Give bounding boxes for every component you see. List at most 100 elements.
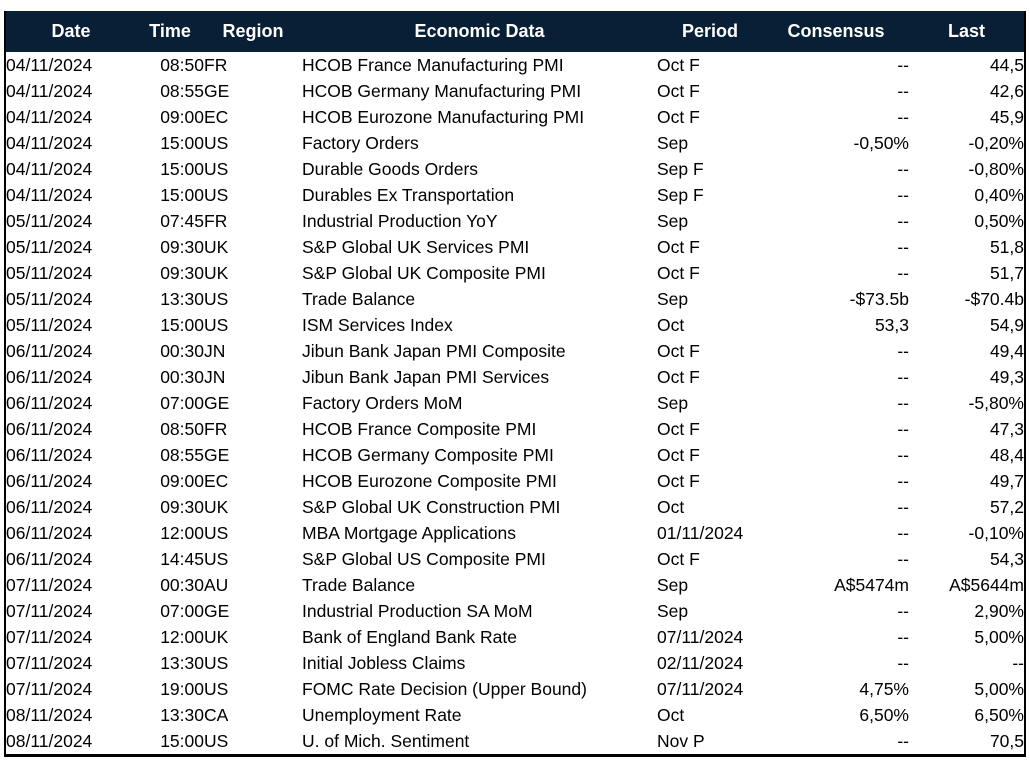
cell-event: S&P Global US Composite PMI bbox=[302, 546, 657, 572]
cell-region: US bbox=[204, 182, 302, 208]
cell-date: 06/11/2024 bbox=[5, 364, 136, 390]
cell-region: CA bbox=[204, 702, 302, 728]
cell-event: Factory Orders bbox=[302, 130, 657, 156]
cell-time: 15:00 bbox=[136, 130, 204, 156]
cell-date: 07/11/2024 bbox=[5, 676, 136, 702]
cell-time: 00:30 bbox=[136, 572, 204, 598]
cell-event: FOMC Rate Decision (Upper Bound) bbox=[302, 676, 657, 702]
cell-region: US bbox=[204, 130, 302, 156]
cell-last: 42,6 bbox=[909, 78, 1025, 104]
cell-time: 08:55 bbox=[136, 78, 204, 104]
table-row: 04/11/2024 15:00 US Durables Ex Transportat… bbox=[5, 182, 1025, 208]
table-row: 05/11/2024 09:30 UK S&P Global UK Composite… bbox=[5, 260, 1025, 286]
cell-consensus: -- bbox=[763, 520, 909, 546]
cell-consensus: -- bbox=[763, 208, 909, 234]
cell-last: 70,5 bbox=[909, 728, 1025, 756]
cell-consensus: -- bbox=[763, 78, 909, 104]
cell-last: 2,90% bbox=[909, 598, 1025, 624]
cell-event: HCOB Eurozone Manufacturing PMI bbox=[302, 104, 657, 130]
cell-region: US bbox=[204, 728, 302, 756]
cell-consensus: -- bbox=[763, 104, 909, 130]
cell-date: 05/11/2024 bbox=[5, 234, 136, 260]
cell-time: 09:00 bbox=[136, 468, 204, 494]
cell-date: 04/11/2024 bbox=[5, 182, 136, 208]
cell-time: 00:30 bbox=[136, 364, 204, 390]
cell-consensus: -- bbox=[763, 598, 909, 624]
table-row: 06/11/2024 08:55 GE HCOB Germany Composite … bbox=[5, 442, 1025, 468]
cell-event: Jibun Bank Japan PMI Composite bbox=[302, 338, 657, 364]
cell-last: 6,50% bbox=[909, 702, 1025, 728]
cell-period: Oct F bbox=[657, 468, 763, 494]
cell-period: 07/11/2024 bbox=[657, 676, 763, 702]
table-row: 04/11/2024 08:50 FR HCOB France Manufacturi… bbox=[5, 52, 1025, 78]
cell-period: Sep F bbox=[657, 156, 763, 182]
cell-time: 08:50 bbox=[136, 416, 204, 442]
cell-event: HCOB France Composite PMI bbox=[302, 416, 657, 442]
cell-event: Jibun Bank Japan PMI Services bbox=[302, 364, 657, 390]
cell-date: 05/11/2024 bbox=[5, 260, 136, 286]
cell-date: 07/11/2024 bbox=[5, 624, 136, 650]
cell-time: 19:00 bbox=[136, 676, 204, 702]
cell-date: 07/11/2024 bbox=[5, 572, 136, 598]
cell-period: 07/11/2024 bbox=[657, 624, 763, 650]
cell-region: GE bbox=[204, 598, 302, 624]
cell-consensus: -- bbox=[763, 390, 909, 416]
cell-date: 08/11/2024 bbox=[5, 702, 136, 728]
cell-region: UK bbox=[204, 494, 302, 520]
cell-period: Oct F bbox=[657, 416, 763, 442]
cell-last: 54,9 bbox=[909, 312, 1025, 338]
table-row: 07/11/2024 13:30 US Initial Jobless Claims 0… bbox=[5, 650, 1025, 676]
cell-period: Sep bbox=[657, 598, 763, 624]
table-row: 07/11/2024 00:30 AU Trade Balance Sep A$5474m… bbox=[5, 572, 1025, 598]
cell-period: Oct F bbox=[657, 234, 763, 260]
cell-date: 04/11/2024 bbox=[5, 130, 136, 156]
cell-last: -5,80% bbox=[909, 390, 1025, 416]
cell-last: 5,00% bbox=[909, 624, 1025, 650]
cell-region: US bbox=[204, 676, 302, 702]
cell-last: 0,50% bbox=[909, 208, 1025, 234]
cell-event: Bank of England Bank Rate bbox=[302, 624, 657, 650]
cell-date: 06/11/2024 bbox=[5, 416, 136, 442]
cell-consensus: -- bbox=[763, 494, 909, 520]
cell-consensus: -- bbox=[763, 442, 909, 468]
cell-time: 12:00 bbox=[136, 520, 204, 546]
cell-period: 01/11/2024 bbox=[657, 520, 763, 546]
cell-region: US bbox=[204, 546, 302, 572]
cell-date: 06/11/2024 bbox=[5, 546, 136, 572]
cell-consensus: -$73.5b bbox=[763, 286, 909, 312]
cell-event: HCOB Eurozone Composite PMI bbox=[302, 468, 657, 494]
cell-consensus: -- bbox=[763, 364, 909, 390]
cell-time: 08:55 bbox=[136, 442, 204, 468]
economic-data-table: Date Time Region Economic Data Period Co… bbox=[4, 11, 1026, 757]
cell-event: HCOB France Manufacturing PMI bbox=[302, 52, 657, 78]
cell-last: -0,20% bbox=[909, 130, 1025, 156]
column-header-consensus: Consensus bbox=[763, 11, 909, 52]
table-row: 06/11/2024 07:00 GE Factory Orders MoM Sep --… bbox=[5, 390, 1025, 416]
cell-region: GE bbox=[204, 390, 302, 416]
cell-period: Oct F bbox=[657, 52, 763, 78]
table-row: 06/11/2024 09:00 EC HCOB Eurozone Composite… bbox=[5, 468, 1025, 494]
cell-date: 08/11/2024 bbox=[5, 728, 136, 756]
cell-last: 44,5 bbox=[909, 52, 1025, 78]
cell-region: UK bbox=[204, 624, 302, 650]
cell-time: 15:00 bbox=[136, 156, 204, 182]
cell-region: UK bbox=[204, 234, 302, 260]
cell-region: FR bbox=[204, 52, 302, 78]
cell-consensus: -- bbox=[763, 338, 909, 364]
table-row: 05/11/2024 09:30 UK S&P Global UK Services … bbox=[5, 234, 1025, 260]
table-row: 06/11/2024 00:30 JN Jibun Bank Japan PMI Se… bbox=[5, 364, 1025, 390]
cell-date: 05/11/2024 bbox=[5, 286, 136, 312]
cell-consensus: 6,50% bbox=[763, 702, 909, 728]
cell-consensus: -- bbox=[763, 52, 909, 78]
table-row: 05/11/2024 07:45 FR Industrial Production Y… bbox=[5, 208, 1025, 234]
cell-last: 51,8 bbox=[909, 234, 1025, 260]
table-header: Date Time Region Economic Data Period Co… bbox=[5, 11, 1025, 52]
cell-period: Sep bbox=[657, 572, 763, 598]
cell-time: 15:00 bbox=[136, 728, 204, 756]
table-row: 05/11/2024 15:00 US ISM Services Index Oct 53… bbox=[5, 312, 1025, 338]
cell-event: ISM Services Index bbox=[302, 312, 657, 338]
cell-date: 04/11/2024 bbox=[5, 78, 136, 104]
cell-event: Initial Jobless Claims bbox=[302, 650, 657, 676]
cell-event: U. of Mich. Sentiment bbox=[302, 728, 657, 756]
table-row: 06/11/2024 00:30 JN Jibun Bank Japan PMI Co… bbox=[5, 338, 1025, 364]
